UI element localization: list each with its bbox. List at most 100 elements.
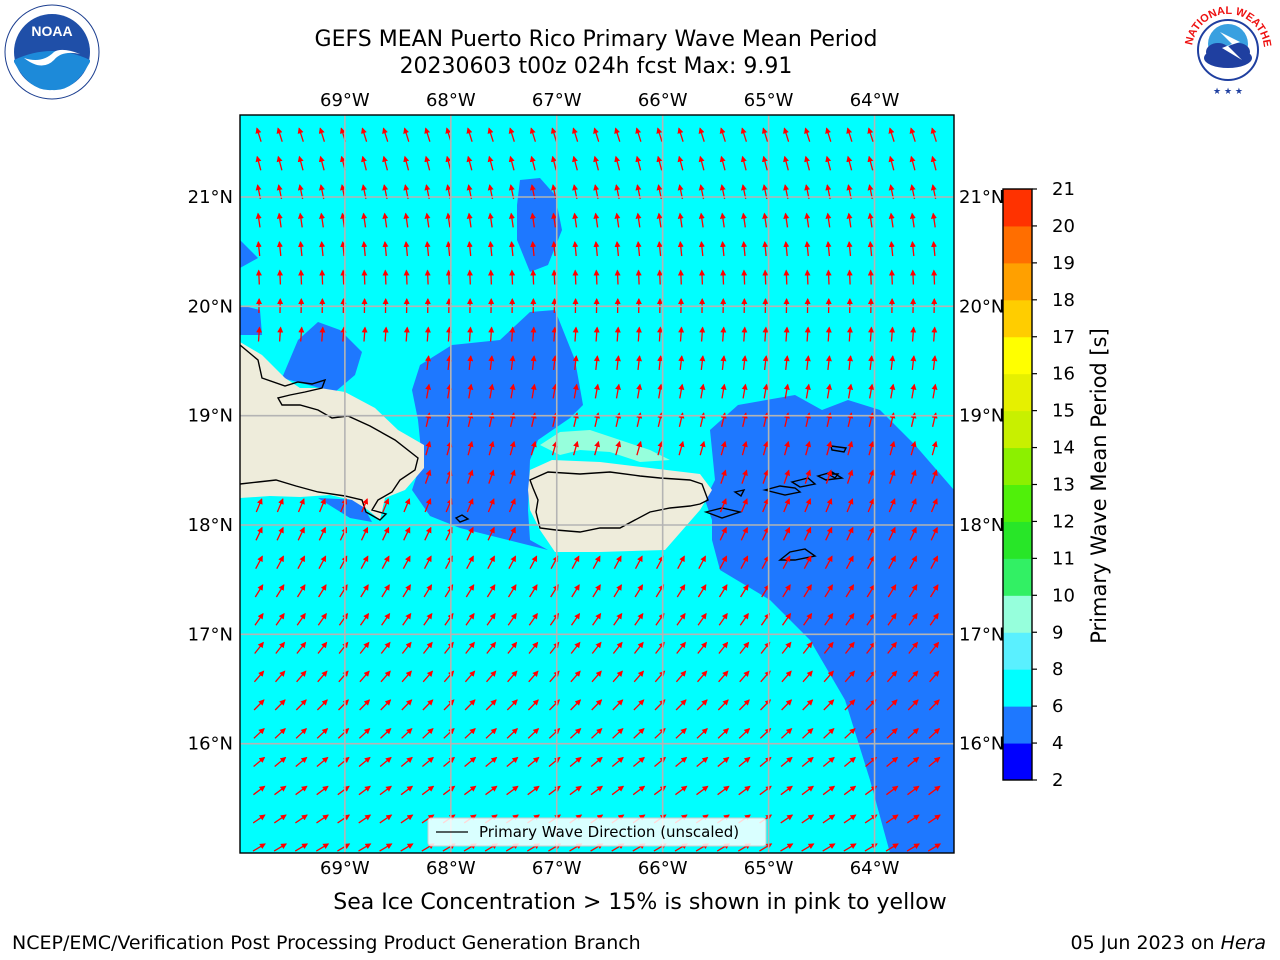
direction-arrow xyxy=(845,584,855,598)
direction-arrow xyxy=(696,699,708,711)
colorbar-bin xyxy=(1003,189,1032,227)
direction-arrow xyxy=(466,155,473,171)
map-field xyxy=(240,115,954,853)
direction-arrow xyxy=(843,843,857,852)
direction-arrow xyxy=(762,383,769,399)
direction-arrow xyxy=(380,670,391,683)
direction-arrow xyxy=(528,612,538,626)
direction-arrow xyxy=(464,699,476,711)
direction-arrow xyxy=(867,526,875,541)
direction-arrow xyxy=(297,212,304,228)
direction-arrow xyxy=(382,498,390,513)
direction-arrow xyxy=(634,555,643,570)
lon-labels-bottom: 69°W 68°W 67°W 66°W 65°W 64°W xyxy=(320,858,900,879)
direction-arrow xyxy=(697,670,708,683)
direction-arrow xyxy=(741,355,748,370)
direction-arrow xyxy=(488,355,495,370)
direction-arrow xyxy=(487,555,495,570)
direction-arrow xyxy=(572,355,579,370)
direction-arrow xyxy=(317,641,328,654)
direction-arrow xyxy=(780,814,794,824)
direction-arrow xyxy=(907,728,919,739)
direction-arrow xyxy=(633,670,645,683)
direction-arrow xyxy=(826,383,832,399)
direction-arrow xyxy=(805,440,812,456)
direction-arrow xyxy=(359,670,370,683)
direction-arrow xyxy=(868,440,875,456)
direction-arrow xyxy=(337,843,351,852)
direction-arrow xyxy=(509,269,516,285)
direction-arrow xyxy=(889,469,896,484)
direction-arrow xyxy=(636,355,643,370)
colorbar-bin xyxy=(1003,336,1032,375)
nws-logo: NATIONAL WEATHER SERVICE ★ ★ ★ xyxy=(1180,2,1274,97)
direction-arrow xyxy=(761,526,769,541)
lon-tick-label: 68°W xyxy=(426,90,476,111)
direction-arrow xyxy=(846,498,854,513)
direction-arrow xyxy=(761,127,769,142)
direction-arrow xyxy=(719,498,727,513)
direction-arrow xyxy=(402,555,411,570)
direction-arrow xyxy=(548,785,561,796)
direction-arrow xyxy=(611,785,625,796)
direction-arrow xyxy=(382,127,389,142)
direction-arrow xyxy=(825,326,832,342)
direction-arrow xyxy=(783,212,790,228)
direction-arrow xyxy=(424,469,432,484)
direction-arrow xyxy=(530,212,536,228)
direction-arrow xyxy=(295,785,308,796)
direction-arrow xyxy=(636,440,643,456)
direction-arrow xyxy=(740,584,749,598)
direction-arrow xyxy=(488,326,495,342)
direction-arrow xyxy=(740,498,748,513)
direction-arrow xyxy=(318,498,326,513)
colorbar-tick-label: 21 xyxy=(1052,179,1075,200)
direction-arrow xyxy=(340,212,347,228)
direction-arrow xyxy=(783,326,790,342)
direction-arrow xyxy=(297,127,304,142)
direction-arrow xyxy=(633,728,645,739)
direction-arrow xyxy=(358,728,371,739)
colorbar-tick-label: 15 xyxy=(1052,401,1075,422)
direction-arrow xyxy=(762,212,769,228)
direction-arrow xyxy=(929,584,939,598)
direction-arrow xyxy=(677,269,684,285)
direction-arrow xyxy=(361,155,367,171)
direction-arrow xyxy=(530,383,537,399)
direction-arrow xyxy=(569,728,582,739)
direction-arrow xyxy=(551,326,558,342)
direction-arrow xyxy=(615,440,622,456)
colorbar-bin xyxy=(1003,373,1032,412)
direction-arrow xyxy=(485,699,497,711)
direction-arrow xyxy=(698,155,705,171)
direction-arrow xyxy=(614,355,621,370)
direction-arrow xyxy=(738,756,751,767)
direction-arrow xyxy=(382,526,390,541)
direction-arrow xyxy=(889,383,896,399)
direction-arrow xyxy=(424,155,431,171)
colorbar-tick-label: 4 xyxy=(1052,733,1063,754)
colorbar-bin xyxy=(1003,447,1032,485)
direction-arrow xyxy=(825,127,832,142)
direction-arrow xyxy=(551,212,558,228)
direction-arrow xyxy=(298,241,304,257)
lat-tick-label: 16°N xyxy=(188,734,233,755)
colorbar-tick-label: 17 xyxy=(1052,327,1075,348)
direction-arrow xyxy=(530,241,537,257)
direction-arrow xyxy=(717,756,730,767)
direction-arrow xyxy=(868,355,875,370)
direction-arrow xyxy=(909,555,917,570)
direction-arrow xyxy=(402,584,411,598)
direction-arrow xyxy=(507,584,517,598)
direction-arrow xyxy=(717,728,730,739)
direction-arrow xyxy=(467,383,474,399)
colorbar-tick-label: 9 xyxy=(1052,622,1063,643)
direction-arrow xyxy=(487,526,495,541)
direction-arrow xyxy=(885,814,899,824)
direction-arrow xyxy=(825,355,832,370)
direction-arrow xyxy=(930,526,938,541)
lon-tick-label: 65°W xyxy=(744,858,794,879)
direction-arrow xyxy=(846,241,853,257)
direction-arrow xyxy=(295,814,308,824)
colorbar-bin xyxy=(1003,706,1032,744)
